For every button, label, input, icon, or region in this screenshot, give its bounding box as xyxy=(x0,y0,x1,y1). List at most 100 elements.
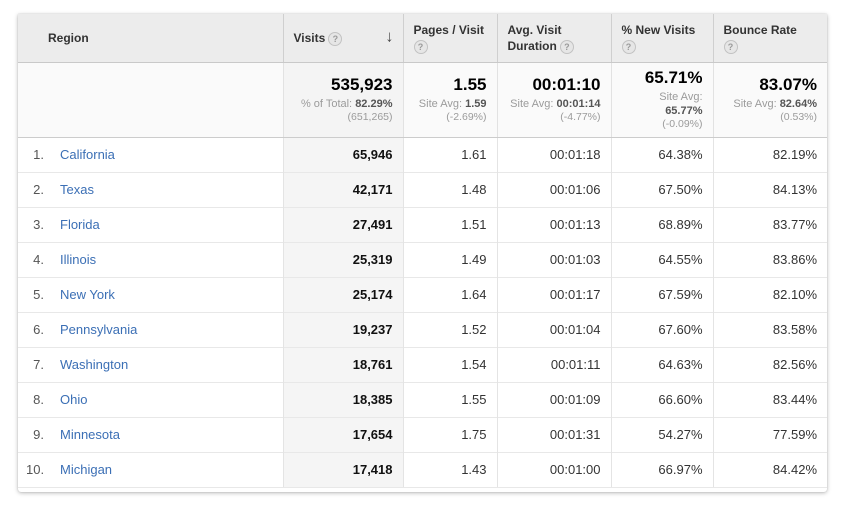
percent-new-visits-cell: 67.59% xyxy=(610,276,713,312)
bounce-rate-cell: 77.59% xyxy=(712,416,827,452)
region-link[interactable]: Pennsylvania xyxy=(60,322,138,337)
summary-new-visits-cell: 65.71% Site Avg: 65.77% (-0.09%) xyxy=(610,62,713,138)
column-header-region[interactable]: Region xyxy=(18,14,283,63)
avg-visit-duration-cell: 00:01:06 xyxy=(496,171,611,207)
pages-per-visit-cell: 1.75 xyxy=(402,416,497,452)
pages-per-visit-cell: 1.51 xyxy=(402,206,497,242)
pages-per-visit-cell: 1.61 xyxy=(402,136,497,172)
row-rank: 3. xyxy=(33,217,44,232)
percent-new-visits-cell: 64.63% xyxy=(610,346,713,382)
visits-header-label: Visits xyxy=(293,30,326,45)
region-cell: 3. Florida xyxy=(18,206,283,242)
pages-per-visit-cell: 1.48 xyxy=(402,171,497,207)
table-row: 1. California 65,946 1.61 00:01:18 64.38%… xyxy=(18,136,827,172)
region-cell: 8. Ohio xyxy=(18,381,283,417)
visits-cell: 42,171 xyxy=(282,171,403,207)
table-row: 3. Florida 27,491 1.51 00:01:13 68.89% 83… xyxy=(18,206,827,242)
region-cell: 6. Pennsylvania xyxy=(18,311,283,347)
bounce-header-label: Bounce Rate xyxy=(723,22,797,37)
help-icon[interactable]: ? xyxy=(621,39,636,54)
visits-cell: 27,491 xyxy=(282,206,403,242)
region-link[interactable]: Illinois xyxy=(60,252,97,267)
percent-new-visits-cell: 67.50% xyxy=(610,171,713,207)
bounce-rate-cell: 82.56% xyxy=(712,346,827,382)
visits-cell: 65,946 xyxy=(282,136,403,172)
region-link[interactable]: Ohio xyxy=(60,392,88,407)
row-rank: 4. xyxy=(33,252,44,267)
bounce-rate-cell: 82.10% xyxy=(712,276,827,312)
table-row: 7. Washington 18,761 1.54 00:01:11 64.63%… xyxy=(18,346,827,382)
region-link[interactable]: Texas xyxy=(60,182,94,197)
row-rank: 2. xyxy=(33,182,44,197)
summary-region-cell xyxy=(18,62,283,138)
summary-row: 535,923 % of Total: 82.29% (651,265) 1.5… xyxy=(18,62,827,138)
bounce-rate-cell: 84.13% xyxy=(712,171,827,207)
table-row: 5. New York 25,174 1.64 00:01:17 67.59% 8… xyxy=(18,276,827,312)
visits-cell: 25,319 xyxy=(282,241,403,277)
region-link[interactable]: Florida xyxy=(60,217,100,232)
sort-descending-icon[interactable]: ↓ xyxy=(385,28,394,46)
region-link[interactable]: Minnesota xyxy=(60,427,120,442)
visits-cell: 19,237 xyxy=(282,311,403,347)
help-icon[interactable]: ? xyxy=(328,31,343,46)
pages-per-visit-cell: 1.55 xyxy=(402,381,497,417)
avg-visit-duration-cell: 00:01:03 xyxy=(496,241,611,277)
percent-new-visits-cell: 66.97% xyxy=(610,451,713,488)
region-cell: 4. Illinois xyxy=(18,241,283,277)
summary-bounce-cell: 83.07% Site Avg: 82.64% (0.53%) xyxy=(712,62,827,138)
visits-cell: 25,174 xyxy=(282,276,403,312)
summary-visits-value: 535,923 xyxy=(331,74,393,94)
region-cell: 10. Michigan xyxy=(18,451,283,488)
summary-pages-cell: 1.55 Site Avg: 1.59 (-2.69%) xyxy=(402,62,497,138)
visits-cell: 17,654 xyxy=(282,416,403,452)
row-rank: 5. xyxy=(33,287,44,302)
help-icon[interactable]: ? xyxy=(413,39,428,54)
bounce-rate-cell: 83.58% xyxy=(712,311,827,347)
column-header-visits[interactable]: Visits? ↓ xyxy=(282,14,403,63)
region-link[interactable]: California xyxy=(60,147,115,162)
help-icon[interactable]: ? xyxy=(723,39,738,54)
row-rank: 7. xyxy=(33,357,44,372)
avg-visit-duration-cell: 00:01:17 xyxy=(496,276,611,312)
avg-visit-duration-cell: 00:01:13 xyxy=(496,206,611,242)
summary-visits-cell: 535,923 % of Total: 82.29% (651,265) xyxy=(282,62,403,138)
pages-per-visit-cell: 1.49 xyxy=(402,241,497,277)
row-rank: 6. xyxy=(33,322,44,337)
table-row: 4. Illinois 25,319 1.49 00:01:03 64.55% 8… xyxy=(18,241,827,277)
table-row: 10. Michigan 17,418 1.43 00:01:00 66.97% … xyxy=(18,451,827,488)
bounce-rate-cell: 83.86% xyxy=(712,241,827,277)
percent-new-visits-cell: 66.60% xyxy=(610,381,713,417)
pages-per-visit-cell: 1.43 xyxy=(402,451,497,488)
region-cell: 7. Washington xyxy=(18,346,283,382)
row-rank: 1. xyxy=(33,147,44,162)
bounce-rate-cell: 84.42% xyxy=(712,451,827,488)
avg-visit-duration-cell: 00:01:11 xyxy=(496,346,611,382)
help-icon[interactable]: ? xyxy=(559,39,574,54)
pages-header-label: Pages / Visit xyxy=(413,22,484,37)
column-header-avg-visit-duration[interactable]: Avg. Visit Duration? xyxy=(496,14,611,63)
region-link[interactable]: New York xyxy=(60,287,115,302)
regions-metrics-table: Region Visits? ↓ Pages / Visit ? Avg. Vi… xyxy=(18,14,827,488)
percent-new-visits-cell: 64.38% xyxy=(610,136,713,172)
row-rank: 10. xyxy=(26,462,45,477)
percent-new-visits-cell: 67.60% xyxy=(610,311,713,347)
region-cell: 2. Texas xyxy=(18,171,283,207)
new-visits-header-label: % New Visits xyxy=(621,22,696,37)
column-header-bounce-rate[interactable]: Bounce Rate ? xyxy=(712,14,827,63)
table-header: Region Visits? ↓ Pages / Visit ? Avg. Vi… xyxy=(18,14,827,63)
region-link[interactable]: Washington xyxy=(60,357,129,372)
region-cell: 1. California xyxy=(18,136,283,172)
pages-per-visit-cell: 1.52 xyxy=(402,311,497,347)
column-header-pages-per-visit[interactable]: Pages / Visit ? xyxy=(402,14,497,63)
region-link[interactable]: Michigan xyxy=(60,462,113,477)
table-body: 1. California 65,946 1.61 00:01:18 64.38%… xyxy=(18,136,827,488)
avg-visit-duration-cell: 00:01:00 xyxy=(496,451,611,488)
visits-cell: 18,761 xyxy=(282,346,403,382)
percent-new-visits-cell: 68.89% xyxy=(610,206,713,242)
column-header-percent-new-visits[interactable]: % New Visits ? xyxy=(610,14,713,63)
bounce-rate-cell: 82.19% xyxy=(712,136,827,172)
table-row: 8. Ohio 18,385 1.55 00:01:09 66.60% 83.44… xyxy=(18,381,827,417)
row-rank: 9. xyxy=(33,427,44,442)
visits-cell: 18,385 xyxy=(282,381,403,417)
avg-visit-duration-cell: 00:01:09 xyxy=(496,381,611,417)
